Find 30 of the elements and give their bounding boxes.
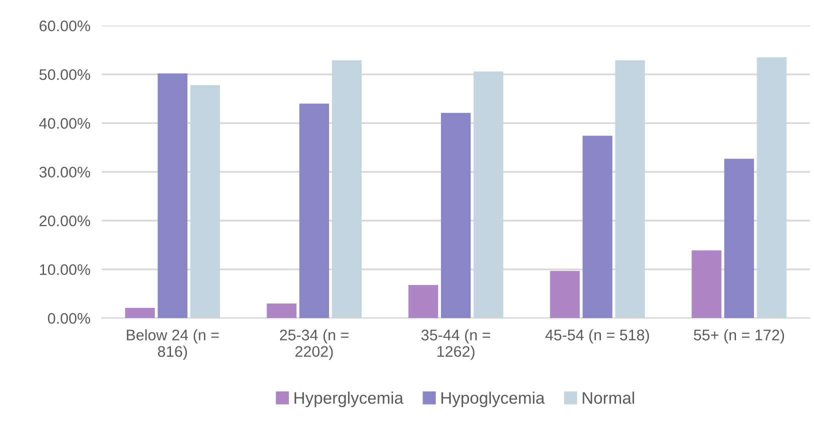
bar bbox=[756, 57, 787, 318]
bar bbox=[408, 284, 438, 318]
y-tick-label: 30.00% bbox=[39, 166, 90, 178]
bar bbox=[550, 270, 580, 318]
x-tick-label: 35-44 (n = 1262) bbox=[421, 329, 490, 360]
x-tick-label: 25-34 (n = 2202) bbox=[280, 329, 348, 360]
bar bbox=[158, 73, 188, 318]
bar bbox=[332, 60, 362, 318]
bar bbox=[692, 250, 722, 318]
bar bbox=[724, 158, 754, 318]
y-tick-label: 20.00% bbox=[40, 215, 90, 226]
y-tick-label: 0.00% bbox=[48, 312, 90, 324]
x-tick-label: Below 24 (n = 816) bbox=[126, 329, 219, 360]
x-tick-label: 55+ (n = 172) bbox=[694, 329, 784, 344]
y-tick-label: 60.00% bbox=[40, 20, 90, 32]
bar bbox=[299, 104, 330, 318]
y-tick-label: 10.00% bbox=[40, 264, 90, 276]
legend-label: Hypoglycemia bbox=[441, 392, 545, 408]
bar bbox=[440, 112, 471, 318]
bar bbox=[474, 71, 504, 318]
bar bbox=[125, 308, 155, 318]
legend-label: Normal bbox=[582, 392, 634, 404]
legend-label: Hyperglycemia bbox=[294, 392, 404, 408]
bar bbox=[190, 85, 220, 318]
bar bbox=[582, 136, 612, 318]
y-tick-label: 50.00% bbox=[39, 69, 90, 80]
x-tick-label: 45-54 (n = 518) bbox=[545, 329, 649, 344]
y-tick-label: 40.00% bbox=[39, 118, 90, 129]
bar bbox=[615, 60, 645, 318]
bar bbox=[266, 303, 296, 318]
